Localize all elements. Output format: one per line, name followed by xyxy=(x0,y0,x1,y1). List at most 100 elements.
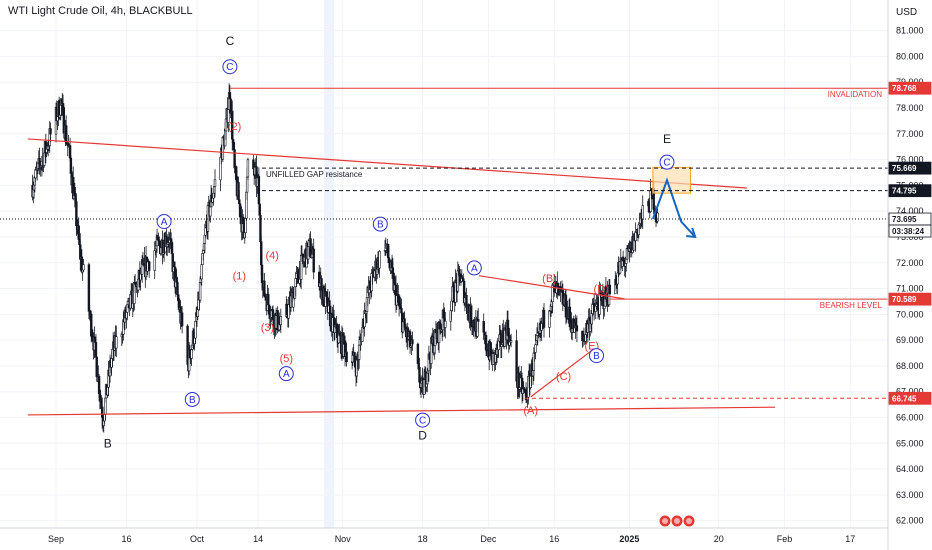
wave-label: (A) xyxy=(523,405,538,417)
candle-body xyxy=(194,321,197,339)
price-tick-label: 76.000 xyxy=(896,155,924,165)
candles xyxy=(31,83,659,433)
economic-events-icons[interactable] xyxy=(658,514,696,528)
price-tick-label: 69.000 xyxy=(896,335,924,345)
time-tick-label: 20 xyxy=(714,534,724,544)
candle-body xyxy=(312,248,315,273)
candle-body xyxy=(209,206,212,217)
flag-icon-detail xyxy=(686,518,692,524)
trendlines xyxy=(27,138,776,416)
candle-body xyxy=(198,282,202,301)
price-badge-value: 73.695 xyxy=(892,215,917,224)
candle-body xyxy=(458,268,461,275)
candle-body xyxy=(345,351,348,362)
price-tick-label: 63.000 xyxy=(896,490,924,500)
flag-icon-detail xyxy=(674,518,680,524)
price-tick-label: 72.000 xyxy=(896,258,924,268)
candle-body xyxy=(173,261,176,268)
level-label: BEARISH LEVEL xyxy=(820,301,883,310)
candle-body xyxy=(246,159,250,178)
time-tick-label: Nov xyxy=(335,534,352,544)
wave-circle xyxy=(466,260,482,276)
wave-label: E xyxy=(663,132,671,146)
wave-label: C xyxy=(226,34,235,48)
time-axis[interactable]: Sep 16 Oct 14 Nov 18 Dec 16 2025 20 Feb 17 xyxy=(48,534,855,544)
candle-body xyxy=(477,318,480,322)
candle-body xyxy=(213,179,217,187)
price-tick-label: 62.000 xyxy=(896,516,924,526)
price-tick-label: 66.000 xyxy=(896,413,924,423)
price-badge xyxy=(888,184,932,198)
wave-label: D xyxy=(418,429,427,443)
time-highlight-band xyxy=(324,0,334,528)
time-tick-label: 16 xyxy=(549,534,559,544)
price-badge-value: 78.768 xyxy=(892,84,917,93)
candle-body xyxy=(94,342,98,358)
candle-body xyxy=(542,309,546,328)
price-tick-label: 65.000 xyxy=(896,438,924,448)
wave-circle xyxy=(184,391,200,407)
price-tick-label: 71.000 xyxy=(896,284,924,294)
wave-label: B xyxy=(189,395,196,406)
candle-body xyxy=(411,339,414,345)
price-tick-label: 81.000 xyxy=(896,26,924,36)
candle-body xyxy=(190,349,193,359)
candle-body xyxy=(75,201,78,226)
wave-label: (2) xyxy=(228,121,241,133)
candle-body xyxy=(242,216,245,224)
price-badge-value: 75.669 xyxy=(892,164,917,173)
time-tick-label: Feb xyxy=(777,534,793,544)
time-tick-label: 18 xyxy=(418,534,428,544)
horizontal-levels: INVALIDATION BEARISH LEVEL xyxy=(0,87,888,399)
price-tick-label: 68.000 xyxy=(896,361,924,371)
wave-label: C xyxy=(419,416,426,427)
wave-labels: CC(2)(1)(4)(3)(5)AABBBCDA(B)(D)(E)B(C)(A… xyxy=(104,34,675,450)
candle-body xyxy=(82,264,85,271)
wave-circle xyxy=(156,213,172,229)
price-tick-label: 67.000 xyxy=(896,387,924,397)
wave-label: A xyxy=(283,369,290,380)
flag-icon-detail xyxy=(662,518,668,524)
wave-circle xyxy=(415,412,431,428)
candle-body xyxy=(656,212,659,222)
countdown-badge xyxy=(888,224,932,238)
candle-body xyxy=(115,336,118,349)
wave-circle xyxy=(372,216,388,232)
time-tick-label: 2025 xyxy=(619,534,639,544)
wave-label: C xyxy=(663,158,670,169)
gap-annotation: UNFILLED GAP resistance xyxy=(266,170,363,179)
candle-body xyxy=(95,356,98,377)
candle-body xyxy=(238,203,242,218)
candle-body xyxy=(444,320,447,328)
candle-body xyxy=(263,280,266,297)
chart-title: WTI Light Crude Oil, 4h, BLACKBULL xyxy=(8,5,193,17)
wave-label: B xyxy=(377,220,384,231)
wave-label: A xyxy=(161,217,168,228)
wave-label: (4) xyxy=(265,250,278,262)
time-tick-label: Oct xyxy=(190,534,205,544)
candle-body xyxy=(641,205,644,220)
gap-resistance-box xyxy=(652,166,692,194)
candle-body xyxy=(603,305,606,310)
candle-body xyxy=(34,169,37,179)
price-badge xyxy=(888,391,932,405)
wave-label: C xyxy=(226,62,233,73)
wave-circle xyxy=(222,59,238,75)
candle-body xyxy=(279,316,283,326)
time-tick-label: Sep xyxy=(48,534,64,544)
wave-label: (B) xyxy=(542,273,557,285)
candle-body xyxy=(378,250,381,269)
trendline xyxy=(478,275,625,300)
price-tick-label: 77.000 xyxy=(896,129,924,139)
price-axis-badges: 78.768 75.669 74.795 73.695 70.589 66.745 03:3… xyxy=(888,81,932,405)
projection-arrowhead xyxy=(686,227,697,239)
price-badge xyxy=(888,292,932,306)
currency-label: USD xyxy=(896,7,917,18)
wave-circle xyxy=(589,348,604,364)
wave-circle xyxy=(278,366,294,382)
trendline xyxy=(530,349,593,398)
candle-body xyxy=(200,264,203,280)
candle-body xyxy=(608,284,612,295)
